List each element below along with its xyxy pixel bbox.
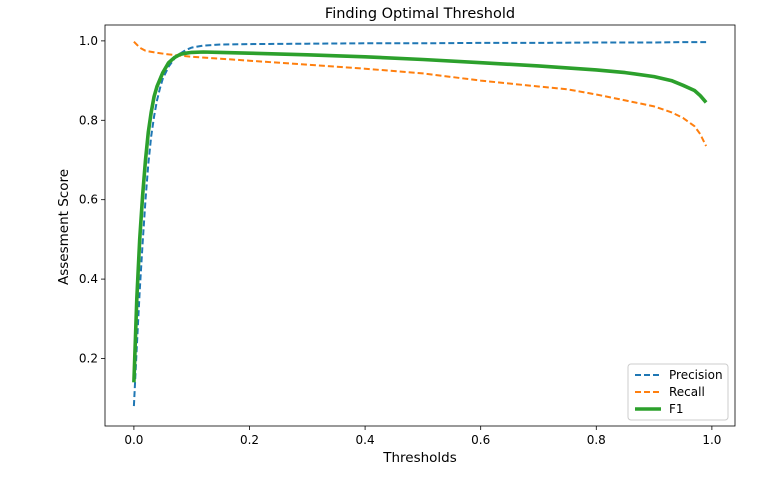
x-tick-label: 0.2: [240, 433, 259, 447]
y-tick-label: 0.4: [79, 272, 98, 286]
x-tick-label: 0.8: [587, 433, 606, 447]
y-tick-label: 1.0: [79, 34, 98, 48]
plot-area: [132, 40, 708, 407]
y-tick-label: 0.2: [79, 352, 98, 366]
x-tick-label: 0.6: [471, 433, 490, 447]
legend-box: [627, 363, 729, 421]
legend-label-f1: F1: [669, 402, 684, 416]
y-axis-label: Assesment Score: [56, 169, 72, 285]
x-tick-label: 0.4: [356, 433, 375, 447]
y-tick-label: 0.6: [79, 193, 98, 207]
y-tick-label: 0.8: [79, 113, 98, 127]
series-line-precision: [132, 41, 707, 407]
x-axis: 0.0 0.2 0.4 0.6 0.8 1.0: [124, 426, 721, 447]
y-axis: 0.2 0.4 0.6 0.8 1.0: [79, 34, 105, 366]
x-tick-label: 0.0: [124, 433, 143, 447]
series-line-recall: [133, 40, 707, 147]
x-tick-label: 1.0: [702, 433, 721, 447]
legend-label-recall: Recall: [669, 385, 705, 399]
legend-label-precision: Precision: [669, 368, 723, 382]
chart-title: Finding Optimal Threshold: [325, 6, 515, 22]
legend: Precision Recall F1: [627, 363, 729, 421]
plot-frame: [104, 24, 736, 427]
series-line-f1: [132, 50, 708, 383]
x-axis-label: Thresholds: [382, 450, 457, 466]
